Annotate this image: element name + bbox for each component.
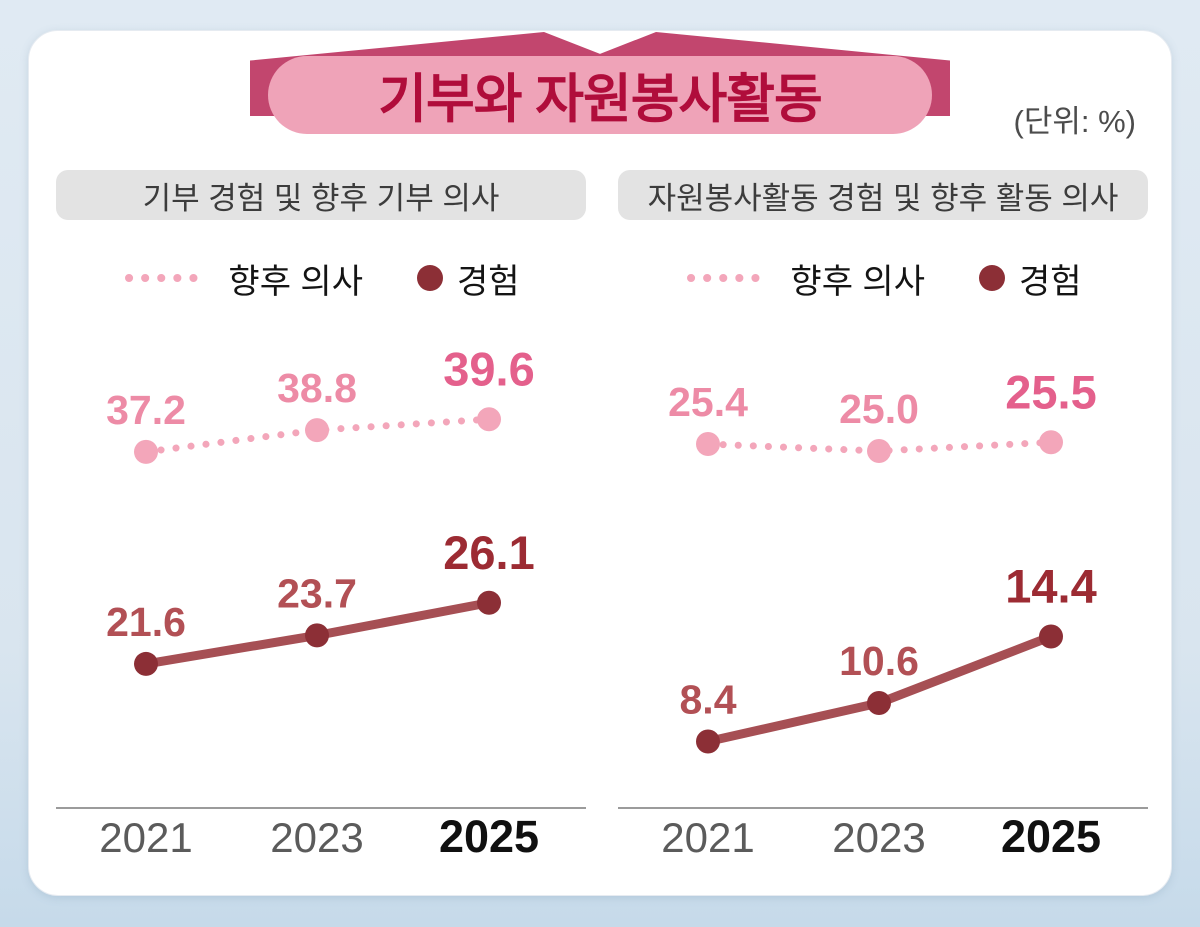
volunteer-chart-panel: 자원봉사활동 경험 및 향후 활동 의사 향후 의사 경험 2021 2023 20… (618, 170, 1148, 880)
향후 의사-line (142, 415, 493, 456)
value-label: 25.5 (1005, 365, 1096, 418)
x-tick-label: 2025 (439, 811, 539, 862)
legend-experience-label: 경험 (1019, 262, 1082, 301)
value-label: 25.4 (668, 379, 748, 425)
value-label: 10.6 (839, 638, 919, 684)
x-tick-label: 2021 (661, 814, 754, 861)
value-label: 21.6 (106, 599, 186, 645)
x-tick-label: 2021 (99, 814, 192, 861)
legend-experience-label: 경험 (457, 262, 520, 301)
volunteer-chart-title: 자원봉사활동 경험 및 향후 활동 의사 (618, 170, 1148, 220)
향후 의사-line (704, 438, 1055, 455)
title-banner: 기부와 자원봉사활동 (268, 56, 932, 134)
value-label: 25.0 (839, 386, 919, 432)
data-point (134, 651, 158, 676)
donation-legend: 향후 의사 경험 (56, 256, 586, 301)
unit-label: (단위: %) (1013, 104, 1136, 139)
value-label: 26.1 (443, 526, 534, 579)
value-label: 8.4 (680, 677, 737, 723)
experience-dot-icon (979, 265, 1005, 291)
data-point (305, 418, 329, 443)
dotted-line-icon (687, 274, 774, 282)
experience-dot-icon (417, 265, 443, 291)
value-label: 23.7 (277, 570, 357, 616)
data-point (477, 407, 501, 432)
volunteer-legend: 향후 의사 경험 (618, 256, 1148, 301)
value-label: 38.8 (277, 365, 357, 411)
data-point (867, 439, 891, 463)
x-tick-label: 2023 (270, 814, 363, 861)
data-point (696, 432, 720, 456)
value-label: 14.4 (1005, 560, 1096, 613)
legend-intent-label: 향후 의사 (228, 262, 363, 301)
data-point (134, 439, 158, 464)
data-point (1039, 430, 1063, 455)
data-point (1039, 624, 1063, 649)
donation-chart-title: 기부 경험 및 향후 기부 의사 (56, 170, 586, 220)
volunteer-line-chart: 2021 2023 2025 25.4 25.0 25.5 8.4 10.6 14.4 (618, 365, 1148, 862)
data-point (305, 623, 329, 648)
data-point (477, 590, 501, 615)
donation-line-chart: 2021 2023 2025 37.2 38.8 39.6 21.6 23.7 26.1 (56, 342, 586, 862)
page-title: 기부와 자원봉사활동 (378, 70, 823, 129)
dotted-line-icon (125, 274, 212, 282)
x-tick-label: 2023 (832, 814, 925, 861)
legend-intent-label: 향후 의사 (790, 262, 925, 301)
data-point (867, 691, 891, 715)
data-point (696, 729, 720, 754)
donation-chart-panel: 기부 경험 및 향후 기부 의사 향후 의사 경험 2021 2023 2025 37… (56, 170, 586, 880)
x-tick-label: 2025 (1001, 811, 1101, 862)
value-label: 37.2 (106, 387, 186, 433)
value-label: 39.6 (443, 342, 534, 395)
